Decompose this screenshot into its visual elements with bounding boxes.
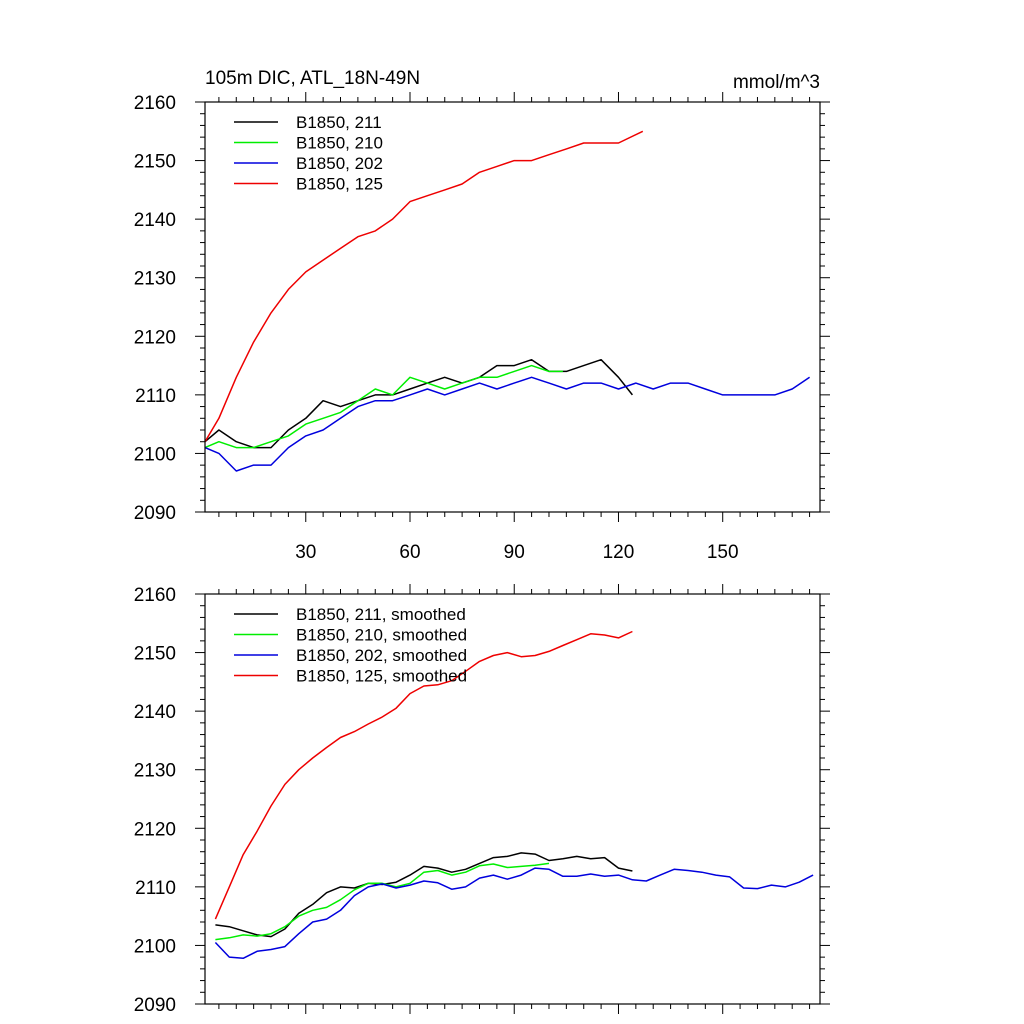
- legend-entry: B1850, 211, smoothed: [296, 605, 466, 624]
- x-tick-label: 60: [399, 542, 420, 563]
- legend-entry: B1850, 125, smoothed: [296, 667, 467, 686]
- y-tick-label: 2090: [134, 503, 176, 524]
- y-tick-label: 2100: [134, 936, 176, 957]
- x-tick-label: 120: [603, 542, 635, 563]
- legend-entry: B1850, 210, smoothed: [296, 626, 467, 645]
- y-tick-label: 2100: [134, 444, 176, 465]
- series-line: [205, 376, 811, 472]
- y-tick-label: 2150: [134, 644, 176, 665]
- legend-entry: B1850, 210: [296, 134, 383, 153]
- y-tick-label: 2110: [135, 386, 176, 407]
- series-line: [205, 364, 563, 449]
- y-tick-label: 2140: [134, 702, 176, 723]
- legend-entry: B1850, 211: [296, 113, 382, 132]
- plot-frame: [204, 101, 821, 513]
- x-tick-label: 150: [707, 542, 739, 563]
- bottom-panel: 2090 2100 2110 2120 2130 2140 2150 2160 B1850, 2…: [134, 584, 830, 1016]
- series-line: [205, 358, 633, 449]
- y-tick-label: 2160: [134, 585, 176, 606]
- chart-title: 105m DIC, ATL_18N-49N: [205, 68, 420, 89]
- y-tick-label: 2160: [134, 93, 176, 114]
- y-tick-label: 2140: [134, 210, 176, 231]
- plot-frame: [204, 593, 821, 1005]
- legend-entry: B1850, 125: [296, 175, 383, 194]
- y-tick-label: 2090: [134, 995, 176, 1016]
- legend-entry: B1850, 202: [296, 154, 383, 173]
- y-tick-label: 2110: [135, 878, 176, 899]
- legend-entry: B1850, 202, smoothed: [296, 646, 467, 665]
- chart-units: mmol/m^3: [733, 72, 820, 93]
- y-tick-label: 2130: [134, 269, 176, 290]
- x-tick-label: 30: [295, 542, 316, 563]
- series-line: [214, 630, 633, 920]
- x-tick-label: 90: [504, 542, 525, 563]
- y-tick-label: 2130: [134, 761, 176, 782]
- series-line: [215, 852, 633, 938]
- series-line: [215, 862, 550, 941]
- y-tick-label: 2120: [134, 819, 176, 840]
- series-line: [205, 130, 644, 443]
- y-tick-label: 2150: [134, 152, 176, 173]
- y-tick-label: 2120: [134, 327, 176, 348]
- series-line: [214, 867, 814, 960]
- top-panel: 2090 2100 2110 2120 2130 2140 2150 2160 30 60 90 12…: [134, 92, 830, 563]
